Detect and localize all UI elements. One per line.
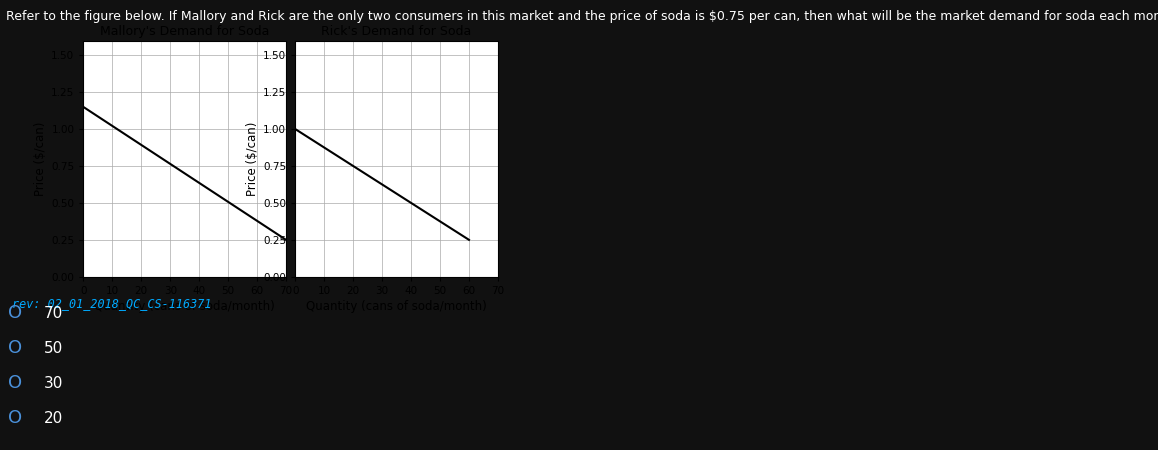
Text: Refer to the figure below. If Mallory and Rick are the only two consumers in thi: Refer to the figure below. If Mallory an… [6,10,1158,23]
Text: O: O [8,304,22,322]
Title: Mallory's Demand for Soda: Mallory's Demand for Soda [100,25,270,38]
Text: O: O [8,374,22,392]
X-axis label: Quantity (cans of soda/month): Quantity (cans of soda/month) [306,300,488,313]
Text: 30: 30 [44,376,64,391]
Text: O: O [8,339,22,357]
Y-axis label: Price ($/can): Price ($/can) [34,122,47,196]
Text: 20: 20 [44,411,64,426]
Title: Rick's Demand for Soda: Rick's Demand for Soda [322,25,471,38]
Text: rev: 02_01_2018_QC_CS-116371: rev: 02_01_2018_QC_CS-116371 [12,297,211,310]
Text: O: O [8,409,22,427]
Text: 70: 70 [44,306,64,321]
Y-axis label: Price ($/can): Price ($/can) [245,122,259,196]
Text: 50: 50 [44,341,64,356]
X-axis label: Quantity (cans of soda/month): Quantity (cans of soda/month) [94,300,276,313]
